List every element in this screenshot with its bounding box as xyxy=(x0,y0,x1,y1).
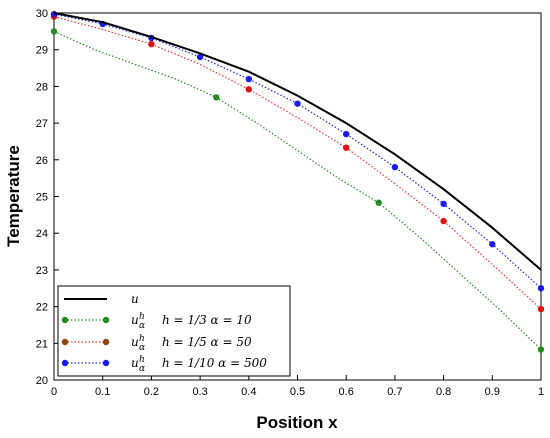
legend-symbol: u xyxy=(131,292,139,306)
legend-box xyxy=(57,285,291,377)
x-tick-label: 0 xyxy=(51,386,57,398)
series-3-point xyxy=(294,100,301,107)
legend-subscript: α xyxy=(139,343,145,353)
x-tick-label: 0.9 xyxy=(485,386,500,398)
series-3-point xyxy=(391,163,399,171)
x-tick-label: 1 xyxy=(538,386,544,398)
series-1-point xyxy=(375,199,382,206)
y-tick-label: 26 xyxy=(36,155,48,167)
series-3-point xyxy=(489,241,496,248)
y-tick-label: 29 xyxy=(36,45,48,57)
series-3-point xyxy=(343,130,350,138)
series-1-point xyxy=(213,94,220,101)
series-line-2 xyxy=(53,16,542,310)
y-axis-label: Temperature xyxy=(4,145,23,247)
y-tick-label: 28 xyxy=(36,81,48,93)
legend-subscript: α xyxy=(139,364,145,374)
y-tick-label: 23 xyxy=(36,265,48,277)
legend-superscript: h xyxy=(139,355,145,365)
y-tick-label: 21 xyxy=(36,338,48,350)
y-tick-label: 20 xyxy=(36,375,48,387)
y-tick-label: 30 xyxy=(36,8,48,20)
y-tick-label: 24 xyxy=(36,228,48,240)
series-2-point xyxy=(343,144,350,151)
x-tick-label: 0.3 xyxy=(192,386,207,398)
y-tick-label: 22 xyxy=(36,302,48,314)
x-tick-label: 0.8 xyxy=(436,386,451,398)
legend-marker xyxy=(102,316,110,324)
x-tick-label: 0.2 xyxy=(144,386,159,398)
legend-marker xyxy=(102,359,110,367)
series-1-point xyxy=(537,346,545,353)
series-line-3 xyxy=(53,13,542,289)
x-tick-label: 0.5 xyxy=(290,386,305,398)
legend-superscript: h xyxy=(139,312,145,322)
y-axis-ticks: 20 21 22 23 24 25 26 27 28 29 30 xyxy=(36,8,59,387)
series-3-point xyxy=(196,53,204,61)
x-tick-label: 0.1 xyxy=(95,386,110,398)
y-tick-label: 27 xyxy=(36,118,48,130)
legend-marker xyxy=(61,359,69,367)
legend-params: h = 1/5 α = 50 xyxy=(162,335,252,349)
series-2-point xyxy=(537,305,545,313)
series-2-point xyxy=(440,217,447,225)
y-tick-label: 25 xyxy=(36,192,48,204)
x-tick-label: 0.7 xyxy=(387,386,402,398)
legend: uu hα h = 1/3 α = 10u hα h = 1/5 α = 50u hα h … xyxy=(57,285,291,377)
legend-marker xyxy=(61,316,69,324)
series-line-0 xyxy=(53,12,542,271)
series-3-point xyxy=(440,200,447,208)
legend-params: h = 1/10 α = 500 xyxy=(162,356,267,370)
legend-params: h = 1/3 α = 10 xyxy=(162,313,252,327)
series-2-point xyxy=(148,40,155,48)
x-tick-label: 0.4 xyxy=(241,386,256,398)
series-1-point xyxy=(50,28,58,35)
x-tick-label: 0.6 xyxy=(339,386,354,398)
x-axis-label: Position x xyxy=(256,413,338,432)
x-axis-ticks: 0 0.1 0.2 0.3 0.4 0.5 0.6 0.7 0.8 0.9 1 xyxy=(51,375,544,398)
series-layer xyxy=(50,10,545,353)
legend-marker xyxy=(61,338,69,346)
series-3-point xyxy=(537,285,545,292)
series-line-1 xyxy=(53,30,542,350)
legend-symbol: u xyxy=(131,335,139,349)
legend-marker xyxy=(102,338,110,346)
legend-superscript: h xyxy=(139,334,145,344)
legend-symbol: u xyxy=(131,313,139,327)
legend-symbol: u xyxy=(131,356,139,370)
legend-subscript: α xyxy=(139,321,145,331)
series-3-point xyxy=(245,75,252,83)
series-2-point xyxy=(245,86,252,93)
